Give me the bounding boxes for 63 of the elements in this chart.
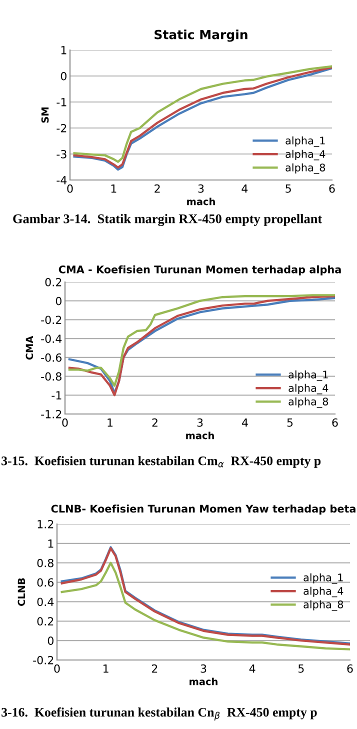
legend-label: alpha_8 <box>304 600 344 611</box>
x-tick-label: 0 <box>67 184 73 193</box>
x-tick-label: 6 <box>329 184 335 193</box>
y-tick-label: 0.2 <box>45 278 62 286</box>
x-tick-label: 2 <box>152 664 158 673</box>
y-tick-label: -0.4 <box>41 334 62 343</box>
y-axis-title: CMA <box>26 336 34 360</box>
text: Gambar 3-14. Statik margin RX-450 empty propellant <box>13 214 322 226</box>
y-tick-label: -0.2 <box>41 316 62 324</box>
y-tick-label: 0.2 <box>37 617 54 626</box>
x-tick-label: 1 <box>108 418 113 427</box>
y-tick-label: -0.6 <box>41 353 62 362</box>
x-tick-label: 4 <box>242 418 248 427</box>
y-tick-label: -1 <box>52 391 62 400</box>
y-tick-label: -1.2 <box>41 410 62 418</box>
y-tick-label: -2 <box>56 124 66 132</box>
y-axis-title: CLNB <box>18 578 26 606</box>
chart-title: CLNB- Koefisien Turunan Momen Yaw terhadap beta <box>51 504 356 515</box>
x-tick-label: 2 <box>154 184 160 193</box>
y-tick-label: 0 <box>60 72 66 80</box>
chart-title: CMA - Koefisien Turunan Momen terhadap alpha <box>58 265 341 276</box>
legend-label: alpha_4 <box>286 150 326 160</box>
line-series <box>60 562 350 650</box>
legend-label: alpha_1 <box>304 573 343 584</box>
y-tick-label: -0.8 <box>41 372 62 381</box>
y-tick-label: 0.6 <box>37 578 54 587</box>
x-tick-label: 4 <box>249 664 256 673</box>
text: 3-15. Koefisien turunan kestabilan Cm$_{α}$ RX-450 empty p <box>2 456 321 468</box>
y-tick-label: 0 <box>48 636 54 645</box>
chart-title: Static Margin <box>154 30 248 42</box>
legend-label: alpha_8 <box>286 163 326 174</box>
y-tick-label: 1 <box>61 46 66 54</box>
x-axis-title: mach <box>190 678 218 686</box>
y-tick-label: -3 <box>56 150 66 158</box>
y-tick-label: -4 <box>56 176 67 184</box>
x-tick-label: 3 <box>200 664 206 673</box>
x-axis-title: mach <box>186 432 214 440</box>
x-tick-label: 1 <box>104 664 108 673</box>
y-tick-label: -0.2 <box>33 656 54 664</box>
x-tick-label: 6 <box>332 418 338 427</box>
legend-label: alpha_4 <box>304 586 344 598</box>
legend-label: alpha_1 <box>286 136 325 147</box>
x-tick-label: 2 <box>152 418 158 427</box>
x-axis-title: mach <box>187 198 215 206</box>
legend-label: alpha_8 <box>288 397 328 408</box>
y-tick-label: 0.4 <box>37 598 54 606</box>
legend-label: alpha_1 <box>288 370 328 381</box>
x-tick-label: 6 <box>347 664 353 673</box>
x-tick-label: 5 <box>298 664 304 673</box>
y-tick-label: 1 <box>48 540 54 548</box>
text: 3-16. Koefisien turunan kestabilan Cn$_{β}$ RX-450 empty p <box>2 707 317 721</box>
x-tick-label: 5 <box>286 184 291 193</box>
y-tick-label: 0 <box>56 296 62 306</box>
x-tick-label: 4 <box>242 184 248 193</box>
y-axis-title: SM <box>41 108 49 123</box>
y-tick-label: 0.8 <box>37 558 54 568</box>
x-tick-label: 3 <box>197 418 203 427</box>
x-tick-label: 5 <box>287 418 293 427</box>
legend-label: alpha_4 <box>288 384 328 394</box>
x-tick-label: 3 <box>198 184 204 193</box>
y-tick-label: -1 <box>56 98 66 106</box>
x-tick-label: 1 <box>111 184 116 193</box>
y-tick-label: 1.2 <box>38 520 54 528</box>
